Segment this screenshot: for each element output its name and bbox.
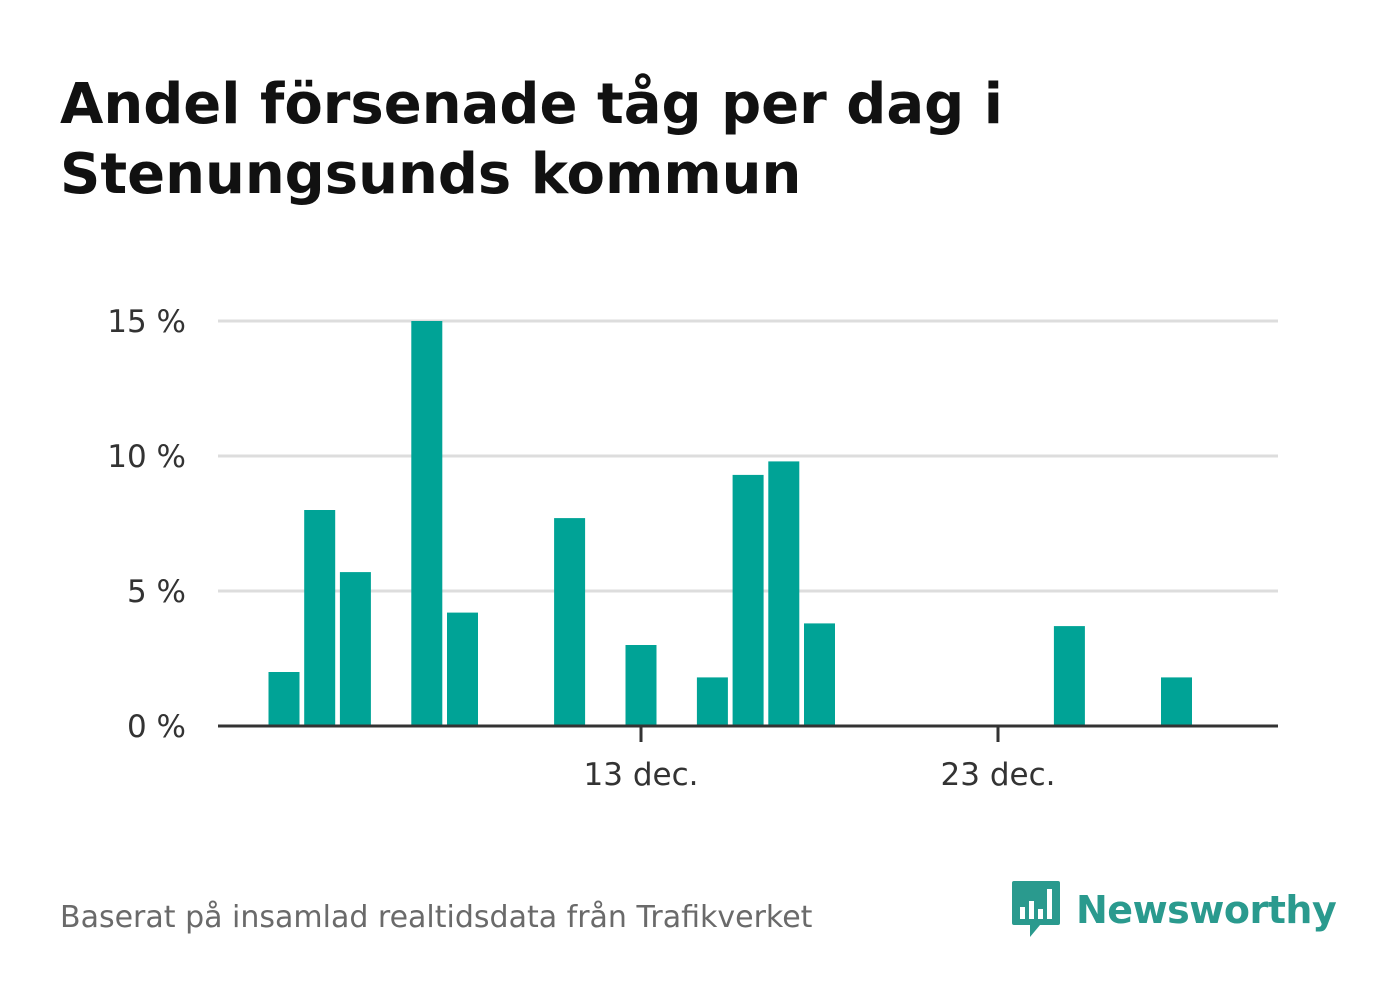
bar <box>411 321 443 726</box>
bar <box>304 510 336 726</box>
bar <box>1053 626 1085 726</box>
newsworthy-logo: Newsworthy <box>1010 878 1337 942</box>
x-tick-label: 13 dec. <box>584 757 699 793</box>
bar <box>804 623 835 726</box>
brand-name: Newsworthy <box>1076 888 1337 932</box>
bar <box>732 474 764 726</box>
chart-title: Andel försenade tåg per dag i Stenungsun… <box>60 72 1003 207</box>
axis-labels: 0 % 5 % 10 % 15 % 13 dec. 23 dec. <box>107 304 1055 793</box>
bar <box>768 461 800 726</box>
x-tick-label: 23 dec. <box>941 757 1056 793</box>
y-tick-label: 10 % <box>107 439 186 475</box>
bar <box>554 518 586 726</box>
y-tick-label: 0 % <box>127 709 186 745</box>
x-axis <box>218 724 1278 742</box>
newsworthy-bar-chart-speech-bubble-icon <box>1012 881 1060 937</box>
bar <box>447 612 478 726</box>
bars <box>268 321 1192 726</box>
bar <box>625 645 657 726</box>
bar <box>268 672 300 726</box>
source-note: Baserat på insamlad realtidsdata från Tr… <box>60 900 813 935</box>
bar <box>1161 677 1192 726</box>
bar <box>339 572 371 726</box>
y-tick-label: 15 % <box>107 304 186 340</box>
bar <box>696 677 728 726</box>
y-tick-label: 5 % <box>127 574 186 610</box>
